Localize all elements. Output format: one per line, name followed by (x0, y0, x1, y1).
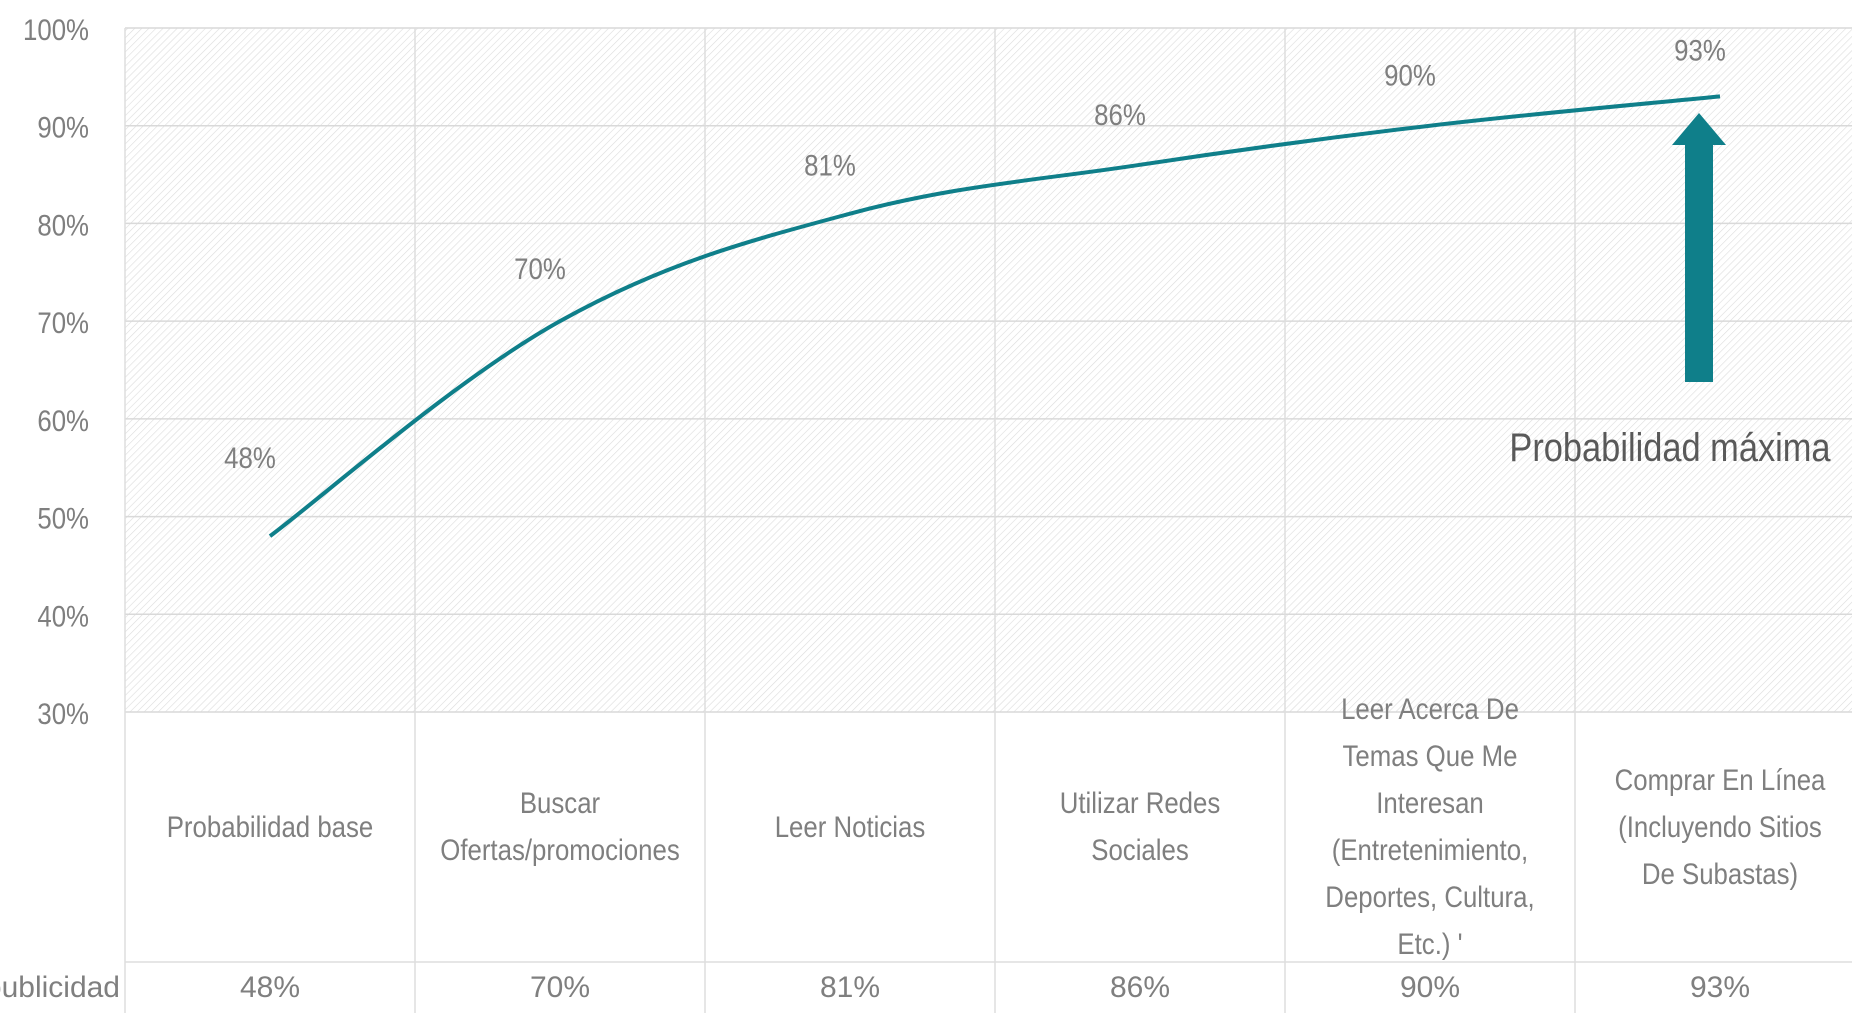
data-label: 70% (514, 252, 566, 285)
arrow-head (1672, 113, 1726, 145)
data-label: 48% (224, 441, 276, 474)
table-row-header: publicidad (0, 970, 120, 1004)
y-axis: 100% 90% 80% 70% 60% 50% 40% 30% (23, 13, 89, 730)
category-label: Leer Acerca De Temas Que Me Interesan (E… (1325, 693, 1535, 961)
data-labels: 48% 70% 81% 86% 90% 93% (224, 34, 1726, 475)
y-tick-label: 50% (37, 502, 89, 535)
category-label: Probabilidad base (166, 810, 374, 844)
table-cell: 86% (1109, 970, 1171, 1004)
annotation-label: Probabilidad máxima (1509, 425, 1830, 470)
table-cell: 93% (1689, 970, 1751, 1004)
y-tick-label: 90% (37, 111, 89, 144)
category-label: Utilizar Redes Sociales (1059, 787, 1221, 867)
data-label: 90% (1384, 59, 1436, 92)
y-tick-label: 100% (23, 13, 89, 46)
table-cell: 81% (819, 970, 881, 1004)
table-cell: 70% (529, 970, 591, 1004)
category-label: Comprar En Línea (Incluyendo Sitios De S… (1614, 763, 1826, 891)
y-tick-label: 30% (37, 697, 89, 730)
max-arrow (1672, 113, 1726, 382)
y-tick-label: 40% (37, 599, 89, 632)
data-label: 86% (1094, 98, 1146, 131)
y-tick-label: 80% (37, 209, 89, 242)
arrow-shaft (1685, 143, 1713, 382)
category-label: Buscar Ofertas/promociones (440, 787, 680, 867)
category-label: Leer Noticias (774, 810, 926, 844)
grid (124, 27, 1852, 1013)
data-label: 93% (1674, 34, 1726, 67)
y-tick-label: 70% (37, 306, 89, 339)
plot-area (125, 28, 1852, 712)
y-tick-label: 60% (37, 404, 89, 437)
table-cell: 48% (239, 970, 301, 1004)
table-cell: 90% (1399, 970, 1461, 1004)
series-line (268, 94, 1721, 538)
data-label: 81% (804, 149, 856, 182)
